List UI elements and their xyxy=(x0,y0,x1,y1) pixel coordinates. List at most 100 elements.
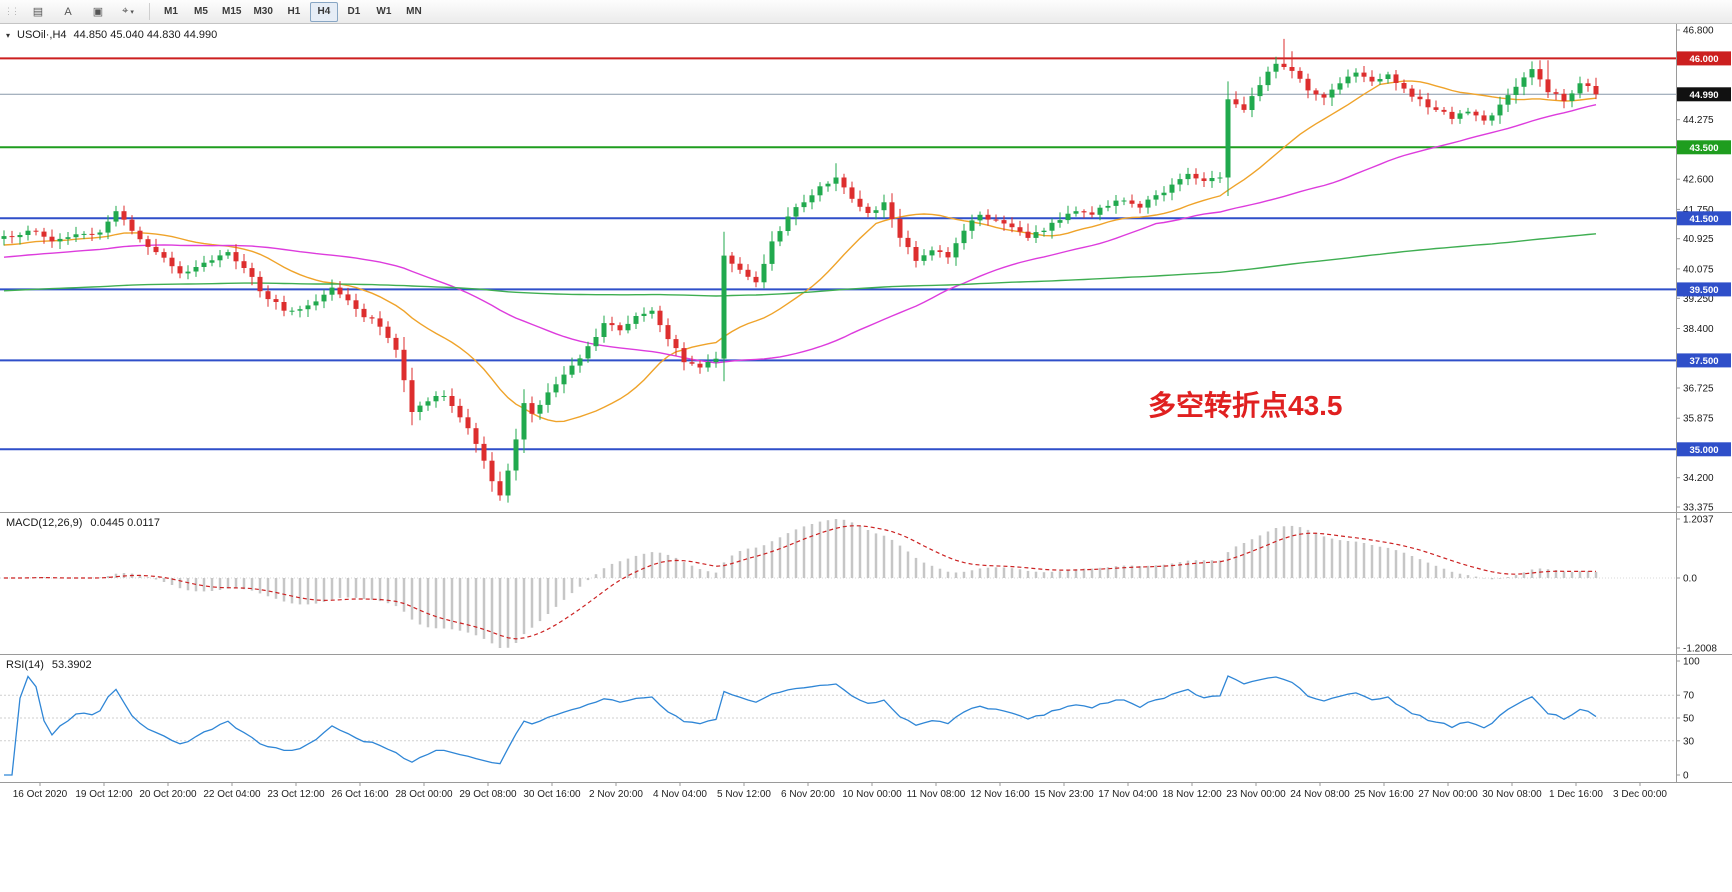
price-badge: 46.000 xyxy=(1677,51,1731,66)
chart-annotation-text: 多空转折点43.5 xyxy=(1148,390,1343,421)
svg-text:1 Dec 16:00: 1 Dec 16:00 xyxy=(1549,789,1603,800)
svg-text:41.750: 41.750 xyxy=(1683,205,1714,216)
svg-text:38.400: 38.400 xyxy=(1683,324,1714,335)
svg-text:35.000: 35.000 xyxy=(1689,445,1718,456)
candlestick-series xyxy=(1,38,1599,503)
timeframe-button-D1[interactable]: D1 xyxy=(347,6,361,17)
horizontal-price-lines xyxy=(0,57,1676,451)
svg-text:70: 70 xyxy=(1683,691,1695,702)
svg-text:3 Dec 00:00: 3 Dec 00:00 xyxy=(1613,789,1667,800)
price-badge: 39.500 xyxy=(1677,282,1731,297)
svg-text:0: 0 xyxy=(1683,771,1689,782)
rsi-axis[interactable]: 100 70 50 30 0 xyxy=(1676,654,1700,782)
main-price-chart[interactable]: 46.800 44.275 42.600 41.750 40.925 40.075 39.2… xyxy=(0,24,1732,512)
macd-current-values: 0.0445 0.0117 xyxy=(90,517,160,529)
rsi-panel[interactable]: 100 70 50 30 0 xyxy=(0,654,1732,782)
svg-text:23 Oct 12:00: 23 Oct 12:00 xyxy=(267,789,325,800)
svg-text:44.275: 44.275 xyxy=(1683,115,1714,126)
svg-text:0.0: 0.0 xyxy=(1683,574,1697,585)
svg-text:36.725: 36.725 xyxy=(1683,384,1714,395)
svg-text:30 Nov 08:00: 30 Nov 08:00 xyxy=(1482,789,1542,800)
svg-text:1.2037: 1.2037 xyxy=(1683,515,1714,526)
text-box-icon[interactable]: ▣ xyxy=(92,6,104,18)
svg-text:35.875: 35.875 xyxy=(1683,414,1714,425)
timeframe-button-group: M1 M5 M15 M30 H1 H4 D1 W1 MN xyxy=(156,1,429,22)
price-badge: 41.500 xyxy=(1677,211,1731,226)
svg-text:29 Oct 08:00: 29 Oct 08:00 xyxy=(459,789,517,800)
svg-text:12 Nov 16:00: 12 Nov 16:00 xyxy=(970,789,1030,800)
ma-mid-magenta[interactable] xyxy=(3,104,1597,364)
price-badge: 37.500 xyxy=(1677,353,1731,368)
price-axis[interactable]: 46.800 44.275 42.600 41.750 40.925 40.075 39.2… xyxy=(1676,24,1731,512)
ma-fast-orange[interactable] xyxy=(3,80,1597,423)
crosshair-tool-icon[interactable]: ⌖ ▾ xyxy=(122,5,134,17)
svg-text:2 Nov 20:00: 2 Nov 20:00 xyxy=(589,789,643,800)
svg-text:18 Nov 12:00: 18 Nov 12:00 xyxy=(1162,789,1222,800)
svg-text:33.375: 33.375 xyxy=(1683,503,1714,513)
svg-text:16 Oct 2020: 16 Oct 2020 xyxy=(13,789,68,800)
macd-name: MACD(12,26,9) xyxy=(6,517,83,529)
svg-text:25 Nov 16:00: 25 Nov 16:00 xyxy=(1354,789,1414,800)
svg-text:46.000: 46.000 xyxy=(1689,54,1718,65)
timeframe-button-H4[interactable]: H4 xyxy=(309,1,338,22)
svg-text:50: 50 xyxy=(1683,714,1695,725)
svg-text:11 Nov 08:00: 11 Nov 08:00 xyxy=(907,789,966,800)
svg-text:43.500: 43.500 xyxy=(1689,143,1718,154)
svg-text:40.925: 40.925 xyxy=(1683,234,1714,245)
svg-text:28 Oct 00:00: 28 Oct 00:00 xyxy=(395,789,453,800)
svg-text:44.990: 44.990 xyxy=(1689,90,1718,101)
timeframe-button-H1[interactable]: H1 xyxy=(287,6,301,17)
rsi-current-value: 53.3902 xyxy=(51,659,92,671)
svg-text:10 Nov 00:00: 10 Nov 00:00 xyxy=(842,789,902,800)
price-badge: 43.500 xyxy=(1677,140,1731,155)
timeframe-button-MN[interactable]: MN xyxy=(406,6,422,17)
text-label-icon[interactable]: A xyxy=(64,5,72,18)
svg-text:39.250: 39.250 xyxy=(1683,294,1714,305)
rsi-indicator-label: RSI(14) 53.3902 xyxy=(6,659,92,671)
svg-text:15 Nov 23:00: 15 Nov 23:00 xyxy=(1034,789,1094,800)
toolbar: ⋮⋮ ▤ A ▣ ⌖ ▾ M1 M5 M15 M30 H1 H4 D1 W1 MN xyxy=(0,0,1732,24)
timeframe-button-M15[interactable]: M15 xyxy=(222,6,242,17)
macd-indicator-label: MACD(12,26,9) 0.0445 0.0117 xyxy=(6,517,160,529)
macd-signal-line xyxy=(4,525,1597,640)
svg-text:30: 30 xyxy=(1683,736,1695,747)
price-badge: 35.000 xyxy=(1677,442,1731,457)
svg-text:39.500: 39.500 xyxy=(1689,285,1718,296)
timeframe-button-W1[interactable]: W1 xyxy=(376,6,392,17)
svg-text:4 Nov 04:00: 4 Nov 04:00 xyxy=(653,789,707,800)
chart-symbol-readout: ▾ USOil·,H4 44.850 45.040 44.830 44.990 xyxy=(6,29,217,41)
svg-text:20 Oct 20:00: 20 Oct 20:00 xyxy=(139,789,197,800)
price-badge: 44.990 xyxy=(1677,87,1731,102)
rsi-name: RSI(14) xyxy=(6,659,44,671)
symbol-dropdown-icon[interactable]: ▾ xyxy=(6,30,11,40)
svg-text:42.600: 42.600 xyxy=(1683,175,1714,186)
svg-text:19 Oct 12:00: 19 Oct 12:00 xyxy=(75,789,133,800)
svg-text:40.075: 40.075 xyxy=(1683,264,1714,275)
svg-text:37.500: 37.500 xyxy=(1689,356,1718,367)
svg-text:30 Oct 16:00: 30 Oct 16:00 xyxy=(523,789,581,800)
svg-text:26 Oct 16:00: 26 Oct 16:00 xyxy=(331,789,389,800)
svg-text:24 Nov 08:00: 24 Nov 08:00 xyxy=(1290,789,1350,800)
toolbar-separator xyxy=(149,3,150,20)
svg-text:-1.2008: -1.2008 xyxy=(1683,644,1717,655)
chevron-down-icon: ▾ xyxy=(130,8,134,16)
svg-text:27 Nov 00:00: 27 Nov 00:00 xyxy=(1418,789,1478,800)
svg-text:6 Nov 20:00: 6 Nov 20:00 xyxy=(781,789,835,800)
timeframe-button-M1[interactable]: M1 xyxy=(164,6,178,17)
symbol-title: USOil·,H4 xyxy=(17,29,67,41)
svg-text:34.200: 34.200 xyxy=(1683,473,1714,484)
timeframe-button-M30[interactable]: M30 xyxy=(253,6,273,17)
timeframe-button-M5[interactable]: M5 xyxy=(194,6,208,17)
chart-window-icon[interactable]: ▤ xyxy=(32,6,44,18)
toolbar-drag-handle[interactable]: ⋮⋮ xyxy=(4,6,20,16)
svg-text:5 Nov 12:00: 5 Nov 12:00 xyxy=(717,789,771,800)
macd-axis[interactable]: 1.2037 0.0 -1.2008 xyxy=(1676,512,1717,654)
macd-panel[interactable]: 1.2037 0.0 -1.2008 xyxy=(0,512,1732,654)
toolbar-icon-group: ▤ A ▣ ⌖ ▾ xyxy=(23,2,143,22)
rsi-line xyxy=(4,675,1597,776)
svg-text:100: 100 xyxy=(1683,657,1700,668)
time-axis[interactable]: 16 Oct 2020 19 Oct 12:00 20 Oct 20:00 22 Oc… xyxy=(0,782,1732,806)
svg-text:46.800: 46.800 xyxy=(1683,26,1714,37)
ma-slow-green[interactable] xyxy=(3,233,1597,297)
